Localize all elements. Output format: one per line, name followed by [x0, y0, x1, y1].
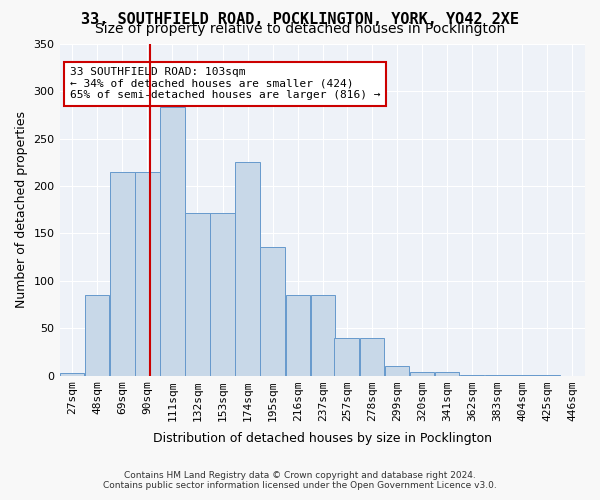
Bar [286, 295, 310, 376]
Bar [260, 246, 285, 376]
Bar [85, 295, 109, 376]
Bar [185, 212, 210, 376]
Bar [60, 372, 85, 376]
Bar [485, 374, 509, 376]
Text: Contains HM Land Registry data © Crown copyright and database right 2024.
Contai: Contains HM Land Registry data © Crown c… [103, 470, 497, 490]
Y-axis label: Number of detached properties: Number of detached properties [15, 112, 28, 308]
Text: 33 SOUTHFIELD ROAD: 103sqm
← 34% of detached houses are smaller (424)
65% of sem: 33 SOUTHFIELD ROAD: 103sqm ← 34% of deta… [70, 67, 380, 100]
Bar [460, 374, 484, 376]
Bar [235, 162, 260, 376]
Bar [435, 372, 460, 376]
Text: Size of property relative to detached houses in Pocklington: Size of property relative to detached ho… [95, 22, 505, 36]
Bar [410, 372, 434, 376]
Bar [135, 172, 160, 376]
Bar [160, 108, 185, 376]
Bar [210, 212, 235, 376]
Bar [334, 338, 359, 376]
Bar [535, 374, 560, 376]
X-axis label: Distribution of detached houses by size in Pocklington: Distribution of detached houses by size … [153, 432, 492, 445]
Bar [311, 295, 335, 376]
Bar [385, 366, 409, 376]
Text: 33, SOUTHFIELD ROAD, POCKLINGTON, YORK, YO42 2XE: 33, SOUTHFIELD ROAD, POCKLINGTON, YORK, … [81, 12, 519, 28]
Bar [359, 338, 384, 376]
Bar [510, 374, 535, 376]
Bar [110, 172, 134, 376]
